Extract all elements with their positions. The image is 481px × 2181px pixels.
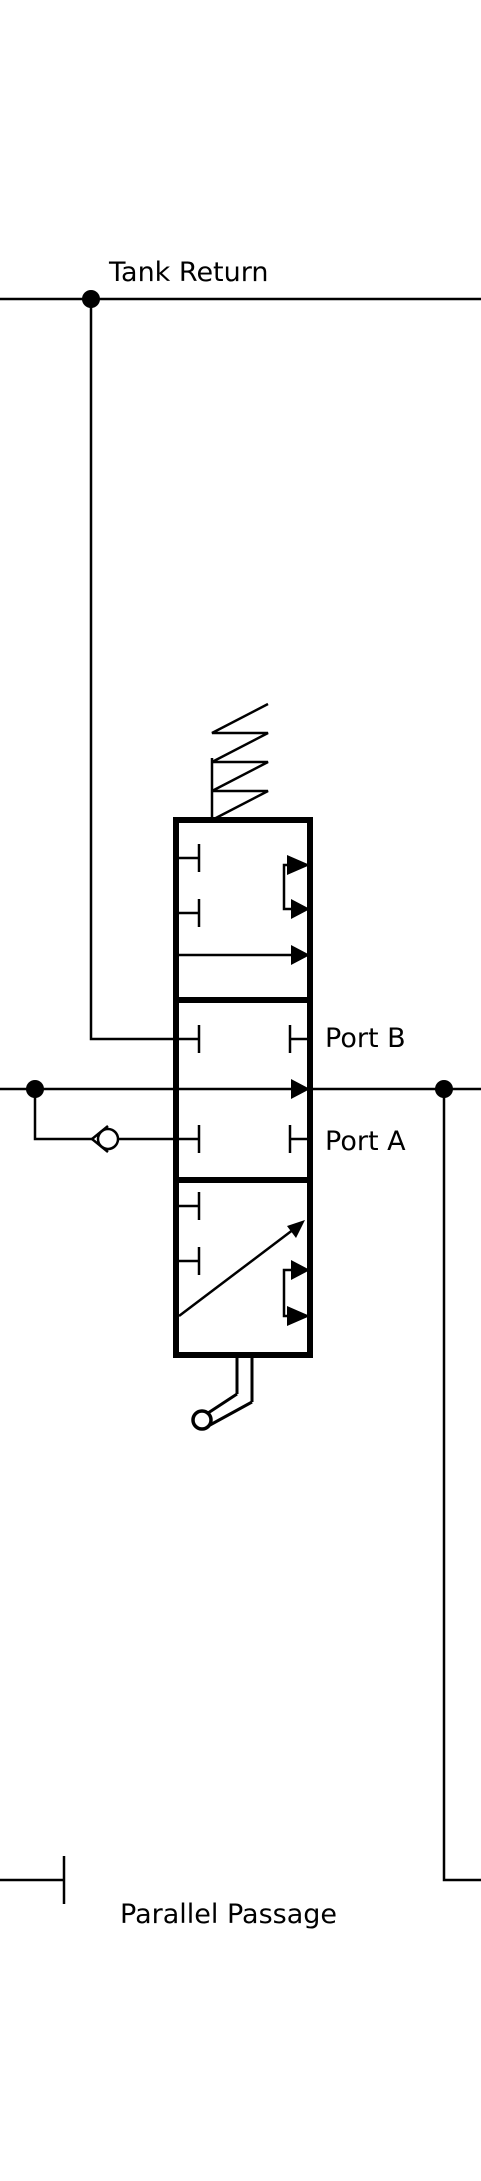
port-a-label: Port A	[325, 1126, 406, 1157]
check-valve-icon	[90, 1125, 120, 1153]
port-b-label: Port B	[325, 1023, 406, 1054]
directional-valve	[173, 817, 313, 1358]
valve-envelope-center	[176, 1025, 310, 1153]
tank-return-label: Tank Return	[108, 257, 269, 288]
parallel-passage-label: Parallel Passage	[120, 1899, 337, 1930]
parallel-passage-line	[0, 1856, 66, 1904]
valve-envelope-bottom	[176, 1192, 310, 1326]
spring-icon	[211, 702, 269, 822]
pressure-line	[0, 1080, 481, 1882]
tank-return-line	[0, 290, 481, 1041]
lever-actuator-icon	[191, 1355, 254, 1431]
valve-envelope-top	[176, 844, 310, 965]
